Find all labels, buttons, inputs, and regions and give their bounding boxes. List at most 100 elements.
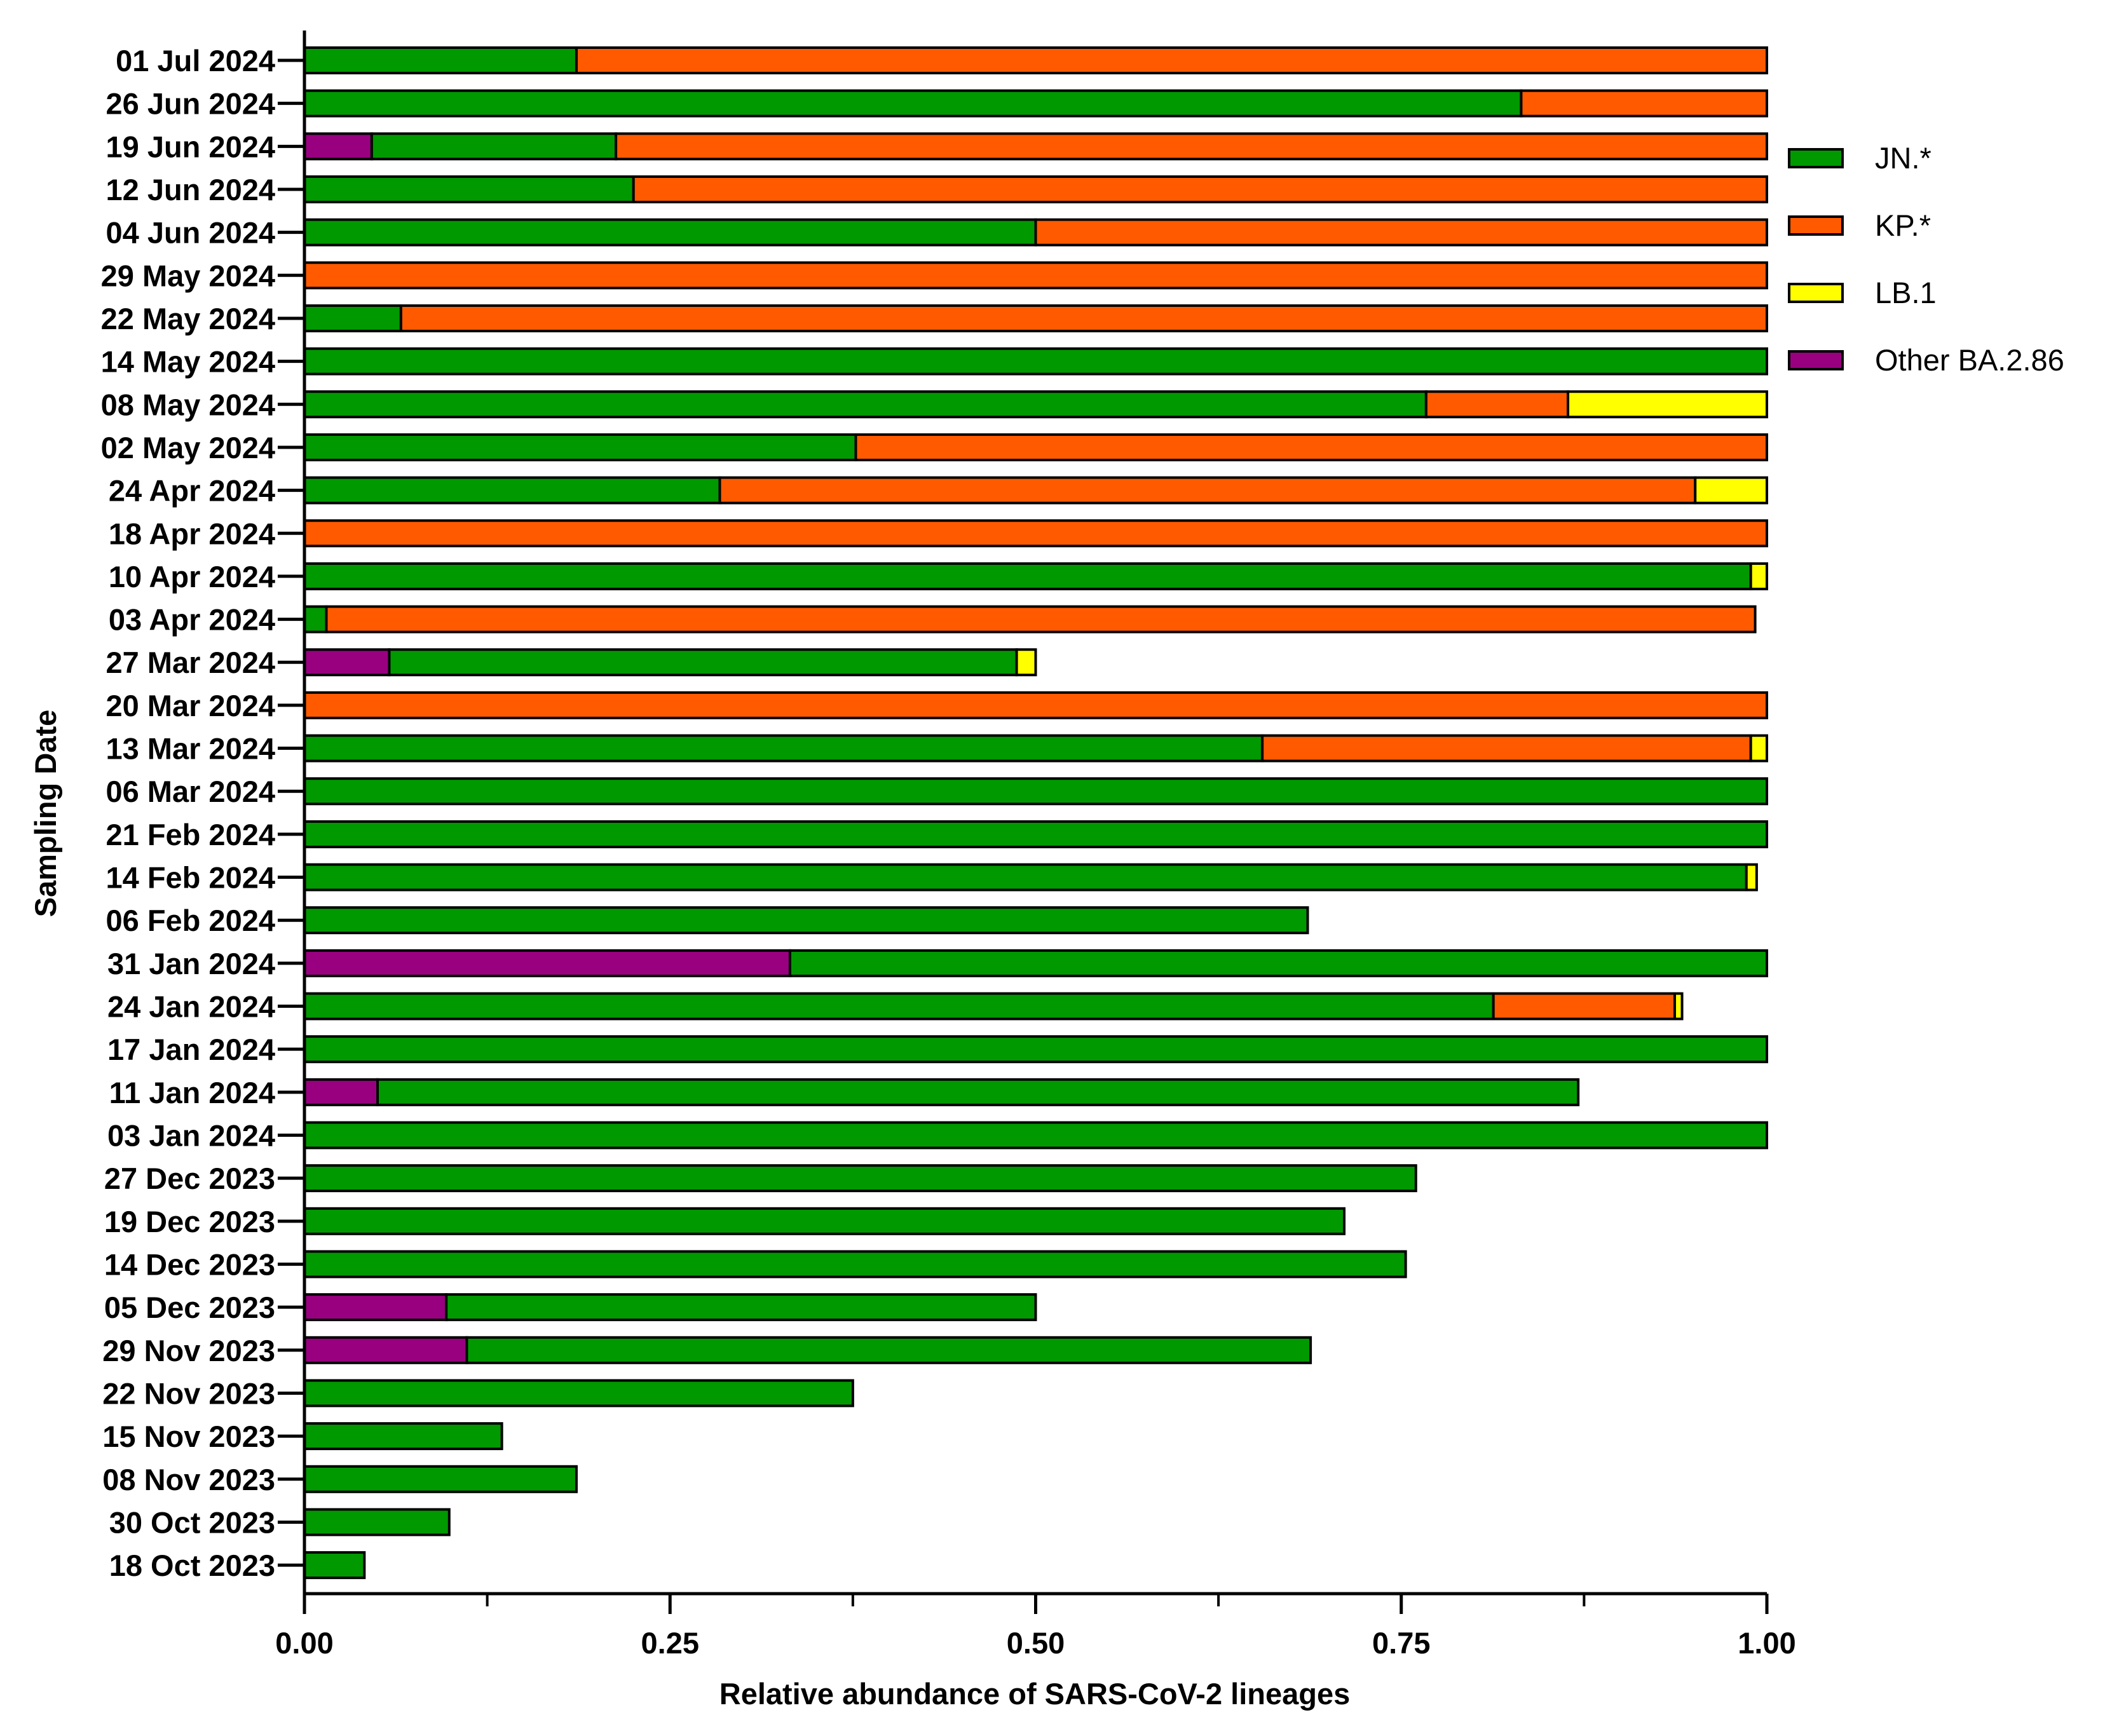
bar-segment [303, 433, 857, 461]
y-tick-label: 18 Oct 2023 [109, 1549, 275, 1582]
y-tick-label: 03 Jan 2024 [107, 1119, 275, 1153]
bar-segment [303, 1164, 1417, 1193]
x-tick-label: 0.00 [275, 1626, 333, 1660]
bar-segment [303, 1336, 468, 1364]
y-tick-label: 14 Feb 2024 [106, 861, 275, 895]
y-tick-label: 22 May 2024 [101, 302, 275, 336]
bar-segment [1492, 992, 1677, 1021]
bar-segment [1424, 390, 1570, 419]
legend-swatch [1788, 215, 1844, 236]
y-tick-label: 27 Dec 2023 [104, 1162, 275, 1195]
y-tick-label: 01 Jul 2024 [116, 44, 275, 78]
legend: JN.* KP.* LB.1 Other BA.2.86 [1788, 141, 2064, 377]
bar-segment [303, 261, 1768, 290]
bar-segment [303, 175, 635, 203]
y-tick-label: 02 May 2024 [101, 431, 275, 465]
bar-segment [303, 46, 578, 74]
bar-segment [575, 46, 1769, 74]
y-tick-label: 27 Mar 2024 [106, 646, 275, 679]
y-tick-label: 18 Apr 2024 [109, 517, 275, 550]
bar-segment [370, 132, 618, 161]
y-tick-label: 21 Feb 2024 [106, 818, 275, 851]
bar-segment [854, 433, 1768, 461]
bar-segment [303, 476, 721, 505]
bar-segment [303, 1465, 578, 1493]
bar-segment [376, 1078, 1580, 1106]
x-axis-title: Relative abundance of SARS-CoV-2 lineage… [719, 1677, 1351, 1711]
y-axis-title: Sampling Date [29, 710, 62, 917]
y-tick-label: 04 Jun 2024 [106, 216, 275, 250]
y-tick-label: 03 Apr 2024 [109, 603, 275, 637]
bar-segment [303, 347, 1768, 376]
bar-segment [303, 1035, 1768, 1064]
bar-segment [445, 1293, 1037, 1322]
y-tick-label: 15 Nov 2023 [102, 1420, 275, 1453]
y-tick-label: 24 Apr 2024 [109, 474, 275, 508]
bar-segment [303, 777, 1768, 806]
bar-segment [303, 89, 1523, 118]
y-tick-label: 24 Jan 2024 [107, 990, 275, 1024]
legend-label: JN.* [1875, 141, 1931, 175]
bar-segment [303, 1379, 854, 1407]
bar-segment [303, 1078, 379, 1106]
bar-segment [1567, 390, 1768, 419]
x-ticks: 0.00 0.25 0.50 0.75 1.00 [275, 1594, 1796, 1660]
bars-layer [303, 46, 1769, 1580]
axes-layer [278, 31, 1767, 1596]
bar-segment [718, 476, 1697, 505]
bar-segment [1034, 218, 1768, 247]
bar-segment [465, 1336, 1312, 1364]
bar-segment [303, 1121, 1768, 1149]
bar-segment [303, 390, 1427, 419]
y-tick-labels: 01 Jul 2024 26 Jun 2024 19 Jun 2024 12 Jun … [101, 44, 275, 1582]
legend-label: LB.1 [1875, 276, 1937, 309]
y-tick-label: 19 Dec 2023 [104, 1205, 275, 1238]
bar-segment [1749, 734, 1768, 763]
y-tick-label: 26 Jun 2024 [106, 87, 275, 121]
y-tick-label: 11 Jan 2024 [109, 1076, 275, 1109]
bar-segment [303, 949, 791, 977]
bar-segment [399, 304, 1769, 332]
bar-segment [303, 906, 1309, 935]
bar-segment [303, 519, 1768, 548]
y-tick-label: 13 Mar 2024 [106, 732, 275, 766]
bar-segment [303, 304, 402, 332]
y-tick-label: 06 Mar 2024 [106, 775, 275, 808]
bar-segment [303, 1293, 448, 1322]
y-tick-label: 08 Nov 2023 [102, 1463, 275, 1496]
bar-segment [615, 132, 1768, 161]
y-tick-label: 31 Jan 2024 [107, 947, 275, 980]
bar-segment [303, 1508, 451, 1536]
bar-segment [303, 1207, 1346, 1235]
bar-segment [1015, 648, 1037, 677]
bar-segment [1261, 734, 1752, 763]
legend-swatch [1788, 350, 1844, 370]
bar-segment [1520, 89, 1768, 118]
y-tick-label: 14 May 2024 [101, 345, 275, 379]
x-tick-label: 0.50 [1007, 1626, 1065, 1660]
bar-segment [303, 1551, 366, 1580]
y-tick-label: 19 Jun 2024 [106, 130, 275, 163]
bar-segment [788, 949, 1768, 977]
bar-segment [303, 218, 1037, 247]
bar-segment [1749, 562, 1768, 590]
bar-segment [303, 648, 391, 677]
legend-label: KP.* [1875, 208, 1931, 242]
bar-segment [303, 132, 373, 161]
bar-segment [303, 605, 328, 634]
bar-segment [303, 820, 1768, 848]
bar-segment [303, 1422, 503, 1451]
bar-segment [303, 992, 1495, 1021]
bar-segment [303, 863, 1748, 892]
bar-segment [388, 648, 1018, 677]
y-tick-label: 29 Nov 2023 [102, 1334, 275, 1367]
y-tick-label: 29 May 2024 [101, 259, 275, 292]
bar-segment [1694, 476, 1768, 505]
bar-segment [632, 175, 1768, 203]
bar-segment [1745, 863, 1758, 892]
y-tick-label: 12 Jun 2024 [106, 173, 275, 207]
legend-label: Other BA.2.86 [1875, 343, 2064, 377]
x-tick-label: 0.25 [641, 1626, 699, 1660]
y-tick-label: 06 Feb 2024 [106, 904, 275, 937]
